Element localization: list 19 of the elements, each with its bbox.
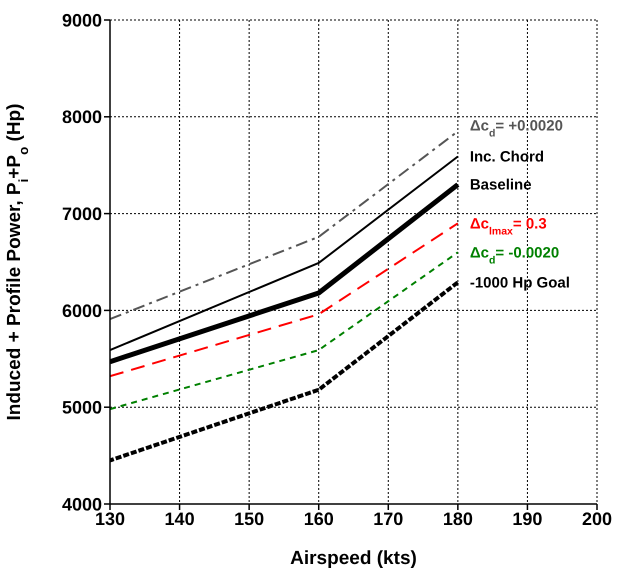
series-label: Δc$_{lmax}$= 0.3 [470,215,547,238]
y-tick-label: 9000 [62,10,102,30]
x-tick-label: 190 [512,508,542,529]
x-axis-title: Airspeed (kts) [290,548,417,569]
series-label: Baseline [470,176,532,194]
y-tick-label: 8000 [62,107,102,128]
x-tick-label: 150 [234,508,264,529]
series-label: Δc$_{d}$= -0.0020 [470,244,560,266]
x-tick-label: 140 [164,508,195,529]
series-label: Inc. Chord [470,148,544,166]
x-tick-label: 200 [582,508,612,529]
x-tick-label: 180 [442,508,473,529]
y-tick-label: 5000 [62,398,102,418]
series-label: Δc$_{d}$= +0.0020 [470,117,563,140]
y-tick-label: 6000 [62,300,102,321]
y-tick-label: 7000 [62,204,102,224]
x-tick-label: 170 [373,508,404,529]
x-tick-label: 160 [304,508,334,529]
series-label: -1000 Hp Goal [470,274,570,292]
